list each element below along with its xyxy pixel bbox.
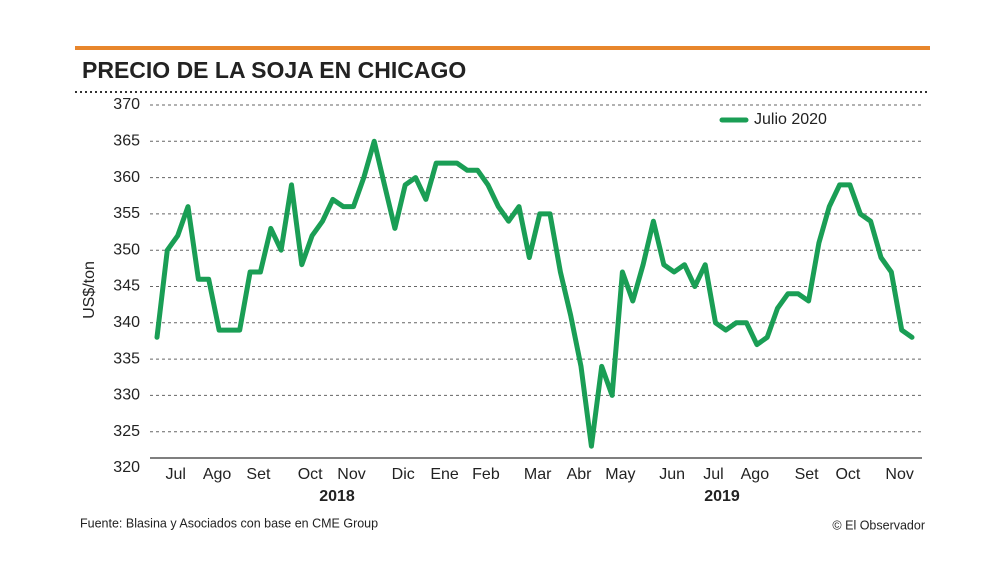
y-tick-label: 335	[113, 350, 140, 367]
x-tick-label: Mar	[524, 466, 552, 483]
x-tick-label: Oct	[835, 466, 860, 483]
year-label: 2018	[319, 488, 355, 505]
x-tick-label: Nov	[337, 466, 365, 483]
y-tick-label: 350	[113, 241, 140, 258]
chart-title: PRECIO DE LA SOJA EN CHICAGO	[82, 57, 466, 83]
y-tick-label: 370	[113, 96, 140, 113]
x-tick-label: Dic	[392, 466, 415, 483]
legend-label: Julio 2020	[754, 111, 827, 128]
credit: © El Observador	[832, 518, 925, 532]
y-tick-label: 355	[113, 205, 140, 222]
x-tick-label: Ene	[430, 466, 459, 483]
x-tick-label: May	[605, 466, 635, 483]
source: Fuente: Blasina y Asociados con base en …	[80, 516, 378, 530]
y-tick-label: 345	[113, 278, 140, 295]
x-tick-label: Ago	[741, 466, 770, 483]
y-tick-label: 340	[113, 314, 140, 331]
x-tick-label: Oct	[298, 466, 323, 483]
x-tick-label: Feb	[472, 466, 500, 483]
x-tick-label: Jul	[703, 466, 723, 483]
y-tick-label: 330	[113, 387, 140, 404]
year-label: 2019	[704, 488, 740, 505]
x-tick-label: Jul	[165, 466, 185, 483]
x-tick-label: Nov	[885, 466, 913, 483]
y-tick-label: 325	[113, 423, 140, 440]
x-tick-label: Set	[795, 466, 820, 483]
x-tick-label: Abr	[567, 466, 593, 483]
y-axis-label: US$/ton	[81, 261, 98, 319]
x-tick-label: Set	[246, 466, 271, 483]
x-tick-label: Jun	[659, 466, 685, 483]
y-tick-label: 365	[113, 133, 140, 150]
x-tick-label: Ago	[203, 466, 232, 483]
line-series	[154, 138, 915, 449]
y-tick-label: 360	[113, 169, 140, 186]
y-tick-label: 320	[113, 459, 140, 476]
